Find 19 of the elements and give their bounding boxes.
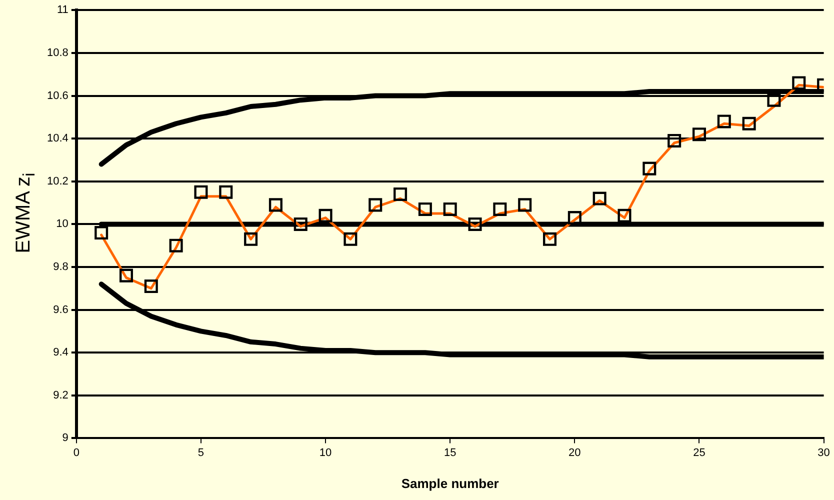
y-tick-label: 9.6 bbox=[53, 304, 68, 316]
y-tick-label: 10.2 bbox=[46, 175, 68, 188]
y-tick-label: 9.8 bbox=[53, 261, 68, 274]
y-tick-label: 9.4 bbox=[53, 346, 68, 359]
x-tick-label: 20 bbox=[568, 446, 581, 459]
y-tick-label: 9.2 bbox=[53, 389, 68, 402]
x-tick-label: 25 bbox=[693, 446, 706, 459]
y-tick-label: 9 bbox=[62, 432, 68, 444]
x-tick-label: 5 bbox=[198, 446, 204, 459]
x-tick-label: 15 bbox=[444, 446, 456, 459]
y-tick-label: 10.8 bbox=[46, 47, 68, 60]
x-tick-label: 10 bbox=[319, 446, 332, 459]
x-axis-title: Sample number bbox=[401, 476, 499, 491]
x-tick-label: 0 bbox=[73, 446, 80, 459]
y-tick-label: 10.4 bbox=[46, 132, 68, 145]
y-tick-label: 10.6 bbox=[46, 90, 68, 102]
x-tick-label: 30 bbox=[818, 446, 830, 459]
y-tick-label: 10 bbox=[56, 218, 68, 230]
y-tick-label: 11 bbox=[56, 4, 68, 16]
